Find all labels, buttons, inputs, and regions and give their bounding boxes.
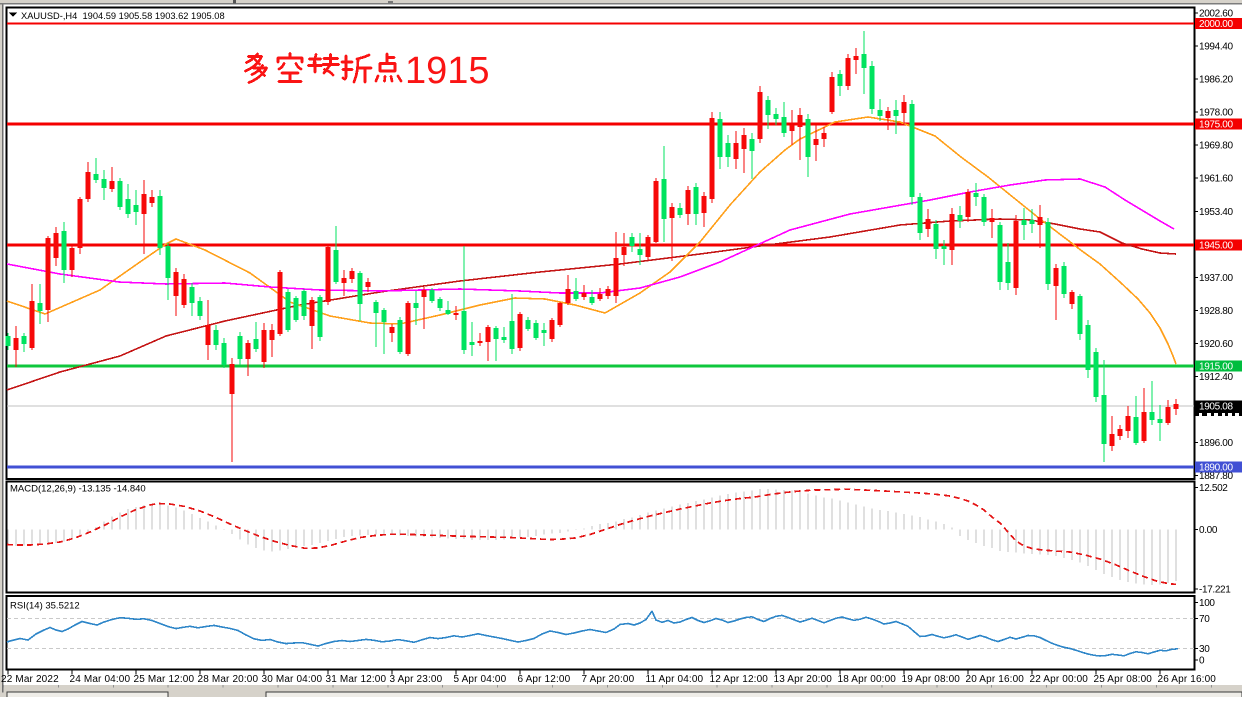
svg-text:1890.00: 1890.00 bbox=[1199, 462, 1233, 473]
svg-text:1887.80: 1887.80 bbox=[1199, 471, 1233, 482]
svg-text:1945.00: 1945.00 bbox=[1199, 241, 1233, 252]
svg-text:1994.40: 1994.40 bbox=[1199, 42, 1233, 53]
svg-text:26 Apr 16:00: 26 Apr 16:00 bbox=[1158, 674, 1217, 685]
svg-text:RSI(14) 35.5212: RSI(14) 35.5212 bbox=[10, 601, 80, 612]
svg-text:100: 100 bbox=[1199, 598, 1215, 609]
svg-text:1896.00: 1896.00 bbox=[1199, 438, 1233, 449]
svg-text:70: 70 bbox=[1199, 614, 1210, 625]
svg-text:19 Apr 08:00: 19 Apr 08:00 bbox=[902, 674, 961, 685]
svg-text:0: 0 bbox=[1199, 656, 1205, 667]
svg-text:31 Mar 12:00: 31 Mar 12:00 bbox=[326, 674, 387, 685]
svg-text:1937.00: 1937.00 bbox=[1199, 273, 1233, 284]
svg-text:MACD(12,26,9) -13.135 -14.840: MACD(12,26,9) -13.135 -14.840 bbox=[10, 484, 146, 495]
svg-text:30: 30 bbox=[1199, 644, 1210, 655]
svg-text:22 Apr 00:00: 22 Apr 00:00 bbox=[1030, 674, 1089, 685]
svg-text:1905.08: 1905.08 bbox=[1199, 402, 1233, 413]
svg-text:1975.00: 1975.00 bbox=[1199, 120, 1233, 131]
svg-text:1953.40: 1953.40 bbox=[1199, 207, 1233, 218]
svg-text:1920.60: 1920.60 bbox=[1199, 339, 1233, 350]
svg-text:2002.60: 2002.60 bbox=[1199, 9, 1233, 20]
svg-text:28 Mar 20:00: 28 Mar 20:00 bbox=[198, 674, 259, 685]
svg-text:3 Apr 23:00: 3 Apr 23:00 bbox=[390, 674, 443, 685]
svg-text:2000.00: 2000.00 bbox=[1199, 19, 1233, 30]
svg-text:12 Apr 12:00: 12 Apr 12:00 bbox=[710, 674, 769, 685]
svg-text:25 Apr 08:00: 25 Apr 08:00 bbox=[1094, 674, 1153, 685]
svg-text:1928.80: 1928.80 bbox=[1199, 306, 1233, 317]
svg-text:1961.60: 1961.60 bbox=[1199, 174, 1233, 185]
svg-text:22 Mar 2022: 22 Mar 2022 bbox=[1, 674, 59, 685]
svg-text:30 Mar 04:00: 30 Mar 04:00 bbox=[262, 674, 323, 685]
svg-text:24 Mar 04:00: 24 Mar 04:00 bbox=[70, 674, 131, 685]
svg-text:18 Apr 00:00: 18 Apr 00:00 bbox=[838, 674, 897, 685]
svg-text:XAUUSD-,H4 1904.59 1905.58 19: XAUUSD-,H4 1904.59 1905.58 1903.62 1905.… bbox=[21, 11, 225, 21]
svg-text:25 Mar 12:00: 25 Mar 12:00 bbox=[134, 674, 195, 685]
svg-text:0.00: 0.00 bbox=[1199, 525, 1218, 536]
svg-text:1986.20: 1986.20 bbox=[1199, 75, 1233, 86]
svg-text:1978.00: 1978.00 bbox=[1199, 108, 1233, 119]
svg-text:5 Apr 04:00: 5 Apr 04:00 bbox=[454, 674, 507, 685]
svg-text:20 Apr 16:00: 20 Apr 16:00 bbox=[966, 674, 1025, 685]
svg-text:11 Apr 04:00: 11 Apr 04:00 bbox=[646, 674, 704, 685]
svg-text:6 Apr 12:00: 6 Apr 12:00 bbox=[518, 674, 571, 685]
svg-text:1912.40: 1912.40 bbox=[1199, 372, 1233, 383]
svg-text:12.502: 12.502 bbox=[1199, 483, 1228, 494]
svg-text:1915.00: 1915.00 bbox=[1199, 362, 1233, 373]
svg-text:1969.80: 1969.80 bbox=[1199, 141, 1233, 152]
svg-text:13 Apr 20:00: 13 Apr 20:00 bbox=[774, 674, 833, 685]
svg-text:-17.221: -17.221 bbox=[1199, 585, 1231, 596]
svg-text:1915: 1915 bbox=[405, 50, 490, 92]
svg-text:7 Apr 20:00: 7 Apr 20:00 bbox=[582, 674, 635, 685]
